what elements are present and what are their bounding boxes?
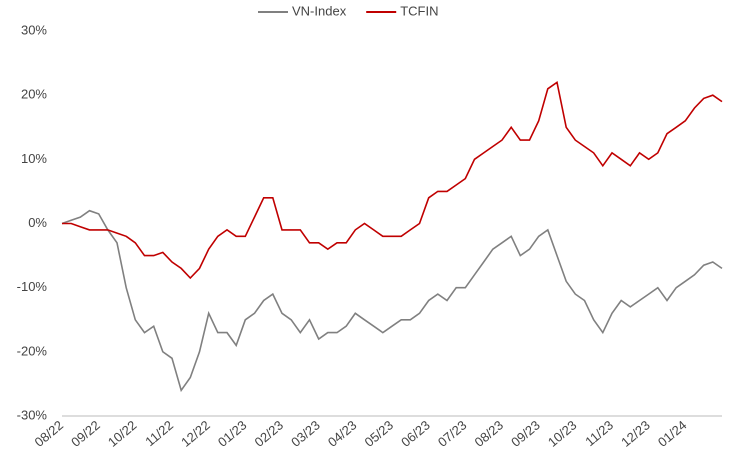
x-tick-label: 02/23 [252,417,287,449]
legend-label: TCFIN [400,3,438,18]
line-series [62,80,723,280]
x-tick-label: 01/23 [215,417,250,449]
x-tick-label: 05/23 [362,417,397,449]
x-tick-label: 09/22 [68,417,103,449]
x-tick-label: 12/23 [618,417,653,449]
x-tick-label: 11/22 [142,417,176,449]
x-tick-label: 10/22 [105,417,140,449]
y-tick-label: 20% [21,87,47,102]
x-tick-label: 03/23 [288,417,323,449]
y-tick-label: -10% [17,279,48,294]
x-tick-label: 07/23 [435,417,470,449]
y-tick-label: 10% [21,151,47,166]
x-tick-label: 06/23 [398,417,433,449]
x-tick-label: 11/23 [582,417,616,449]
line-series [61,209,723,393]
y-tick-label: 30% [21,22,47,37]
x-tick-label: 10/23 [545,417,580,449]
x-tick-label: 01/24 [655,417,690,449]
x-tick-label: 12/22 [178,417,213,449]
y-tick-label: -20% [17,343,48,358]
y-tick-label: 0% [28,215,47,230]
x-tick-label: 04/23 [325,417,360,449]
legend-label: VN-Index [292,3,347,18]
y-tick-label: -30% [17,407,48,422]
x-tick-label: 09/23 [508,417,543,449]
x-tick-label: 08/23 [472,417,507,449]
